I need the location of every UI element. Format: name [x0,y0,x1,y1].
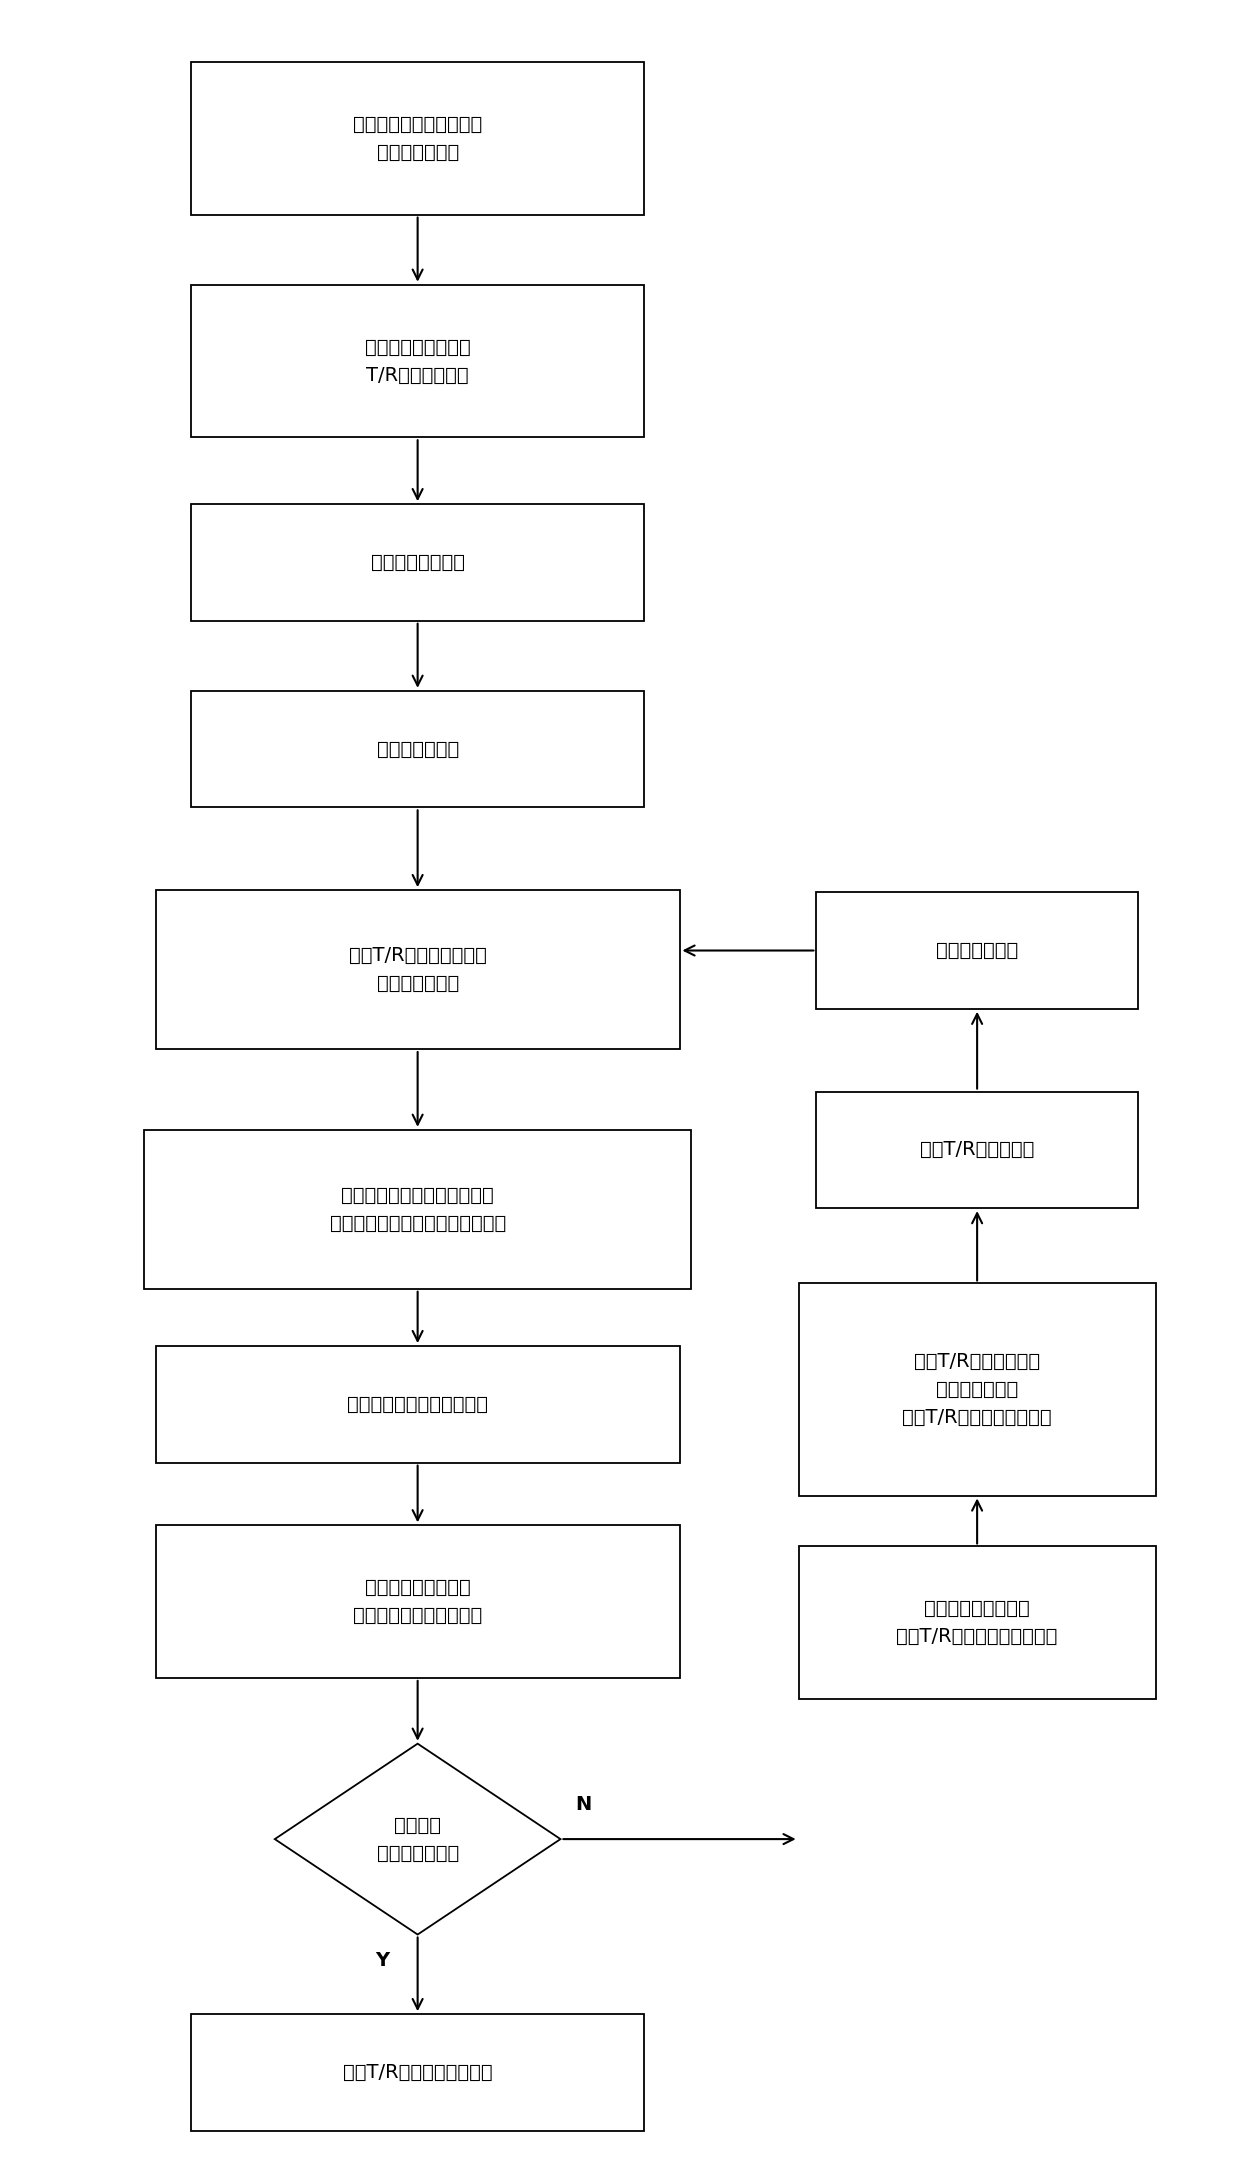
Text: 更新天线热模型: 更新天线热模型 [936,941,1018,961]
Text: 基于T/R组件热功耗，
利用调整因子，
确定T/R组件热功耗变化量: 基于T/R组件热功耗， 利用调整因子， 确定T/R组件热功耗变化量 [903,1352,1052,1426]
Text: 确定有源安装板底部
T/R组件的热参数: 确定有源安装板底部 T/R组件的热参数 [365,338,470,385]
Text: 提取阵元相位中心节点位移: 提取阵元相位中心节点位移 [347,1396,489,1413]
Bar [799,1283,1156,1495]
Text: 计算T/R组件发热引起的
天线温度场分布: 计算T/R组件发热引起的 天线温度场分布 [348,946,486,993]
Polygon shape [275,1744,560,1935]
Text: 修改T/R组件热参数: 修改T/R组件热参数 [920,1140,1034,1160]
Bar [156,889,680,1050]
Text: 确定T/R组件热功耗最大值: 确定T/R组件热功耗最大值 [342,2062,492,2082]
Text: 确定阵元相位中心: 确定阵元相位中心 [371,554,465,571]
Bar [156,1526,680,1677]
Bar [191,504,644,621]
Text: 建立天线热模型: 建立天线热模型 [377,740,459,760]
Text: Y: Y [374,1952,389,1971]
Bar [144,1130,692,1290]
Bar [816,1091,1138,1208]
Bar [191,2015,644,2132]
Text: 根据天线增益损失，
确定T/R组件热功耗调整因子: 根据天线增益损失， 确定T/R组件热功耗调整因子 [897,1599,1058,1647]
Text: 基于机电耦合模型，
计算变形天线的增益损失: 基于机电耦合模型， 计算变形天线的增益损失 [353,1578,482,1625]
Text: N: N [575,1794,591,1813]
Bar [799,1547,1156,1699]
Bar [191,690,644,807]
Bar [191,286,644,437]
Bar [156,1346,680,1463]
Text: 转换单元类型，建立天线结构
有限元模型，计算天线阵面热变形: 转换单元类型，建立天线结构 有限元模型，计算天线阵面热变形 [330,1186,506,1233]
Bar [816,892,1138,1008]
Text: 增益损失
超出允许范围？: 增益损失 超出允许范围？ [377,1816,459,1863]
Text: 确定星载有源相控阵天线
结构及电磁参数: 确定星载有源相控阵天线 结构及电磁参数 [353,115,482,162]
Bar [191,63,644,214]
